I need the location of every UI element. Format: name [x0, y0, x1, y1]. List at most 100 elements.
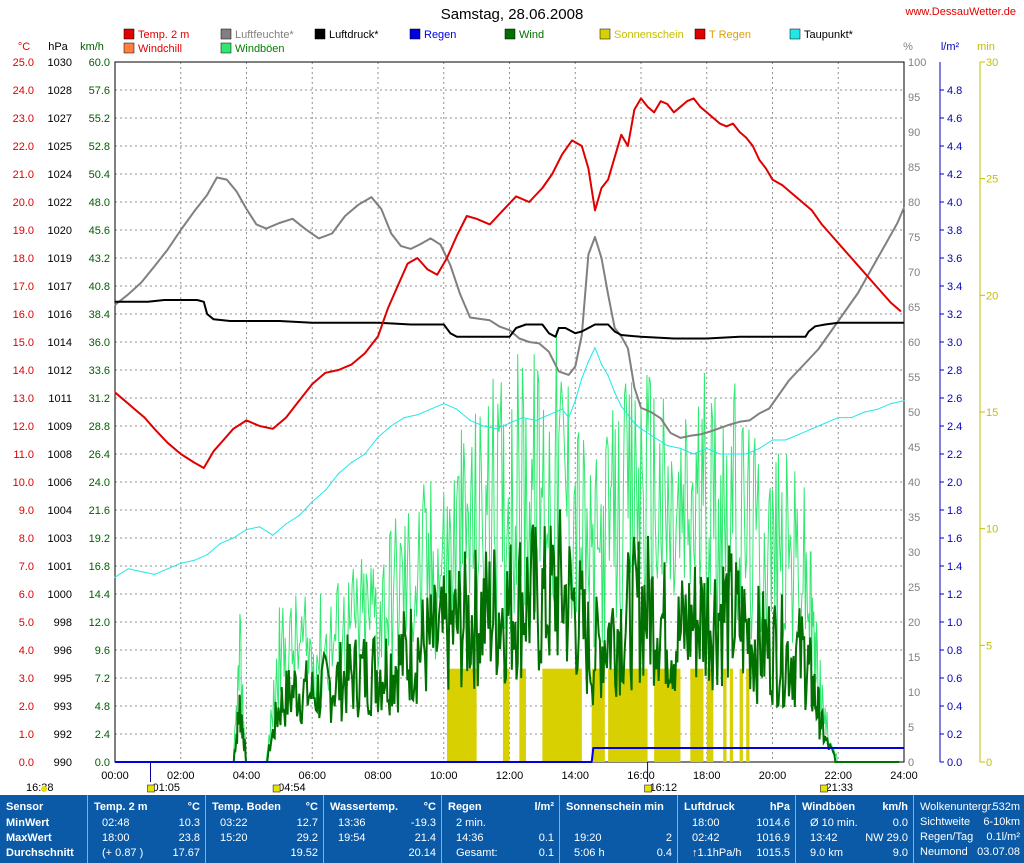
data-point — [666, 445, 668, 447]
series-line-regen — [115, 747, 904, 763]
data-point — [607, 375, 609, 377]
data-point — [508, 336, 511, 338]
stats-temp-time-1: 18:00 — [102, 832, 130, 844]
rain-tick-label: 0.2 — [947, 729, 962, 741]
data-point — [719, 427, 721, 429]
time-marker-label: 21:33 — [825, 782, 853, 794]
stats-temp-time-0: 02:48 — [102, 817, 130, 829]
data-point — [558, 327, 560, 329]
data-point — [420, 243, 422, 245]
time-marker-icon — [644, 784, 652, 793]
pressure-tick-label: 1009 — [48, 421, 72, 433]
data-point — [817, 348, 820, 350]
humidity-tick-label: 45 — [908, 442, 920, 454]
data-point — [180, 229, 182, 231]
data-point — [229, 320, 231, 322]
pressure-tick-label: 1028 — [48, 85, 72, 97]
data-point — [449, 332, 451, 334]
data-point — [522, 417, 524, 419]
wind-tick-label: 40.8 — [89, 281, 110, 293]
data-point — [114, 576, 116, 578]
pressure-tick-label: 1004 — [48, 505, 72, 517]
data-point — [614, 391, 616, 393]
data-point — [706, 447, 708, 449]
data-point — [765, 167, 767, 169]
stats-regen-time-2: Gesamt: — [456, 847, 498, 859]
data-point — [206, 194, 208, 196]
stats-header-wasser: Wassertemp. °C — [330, 801, 436, 813]
wind-tick-label: 9.6 — [95, 645, 110, 657]
rain-tick-label: 3.4 — [947, 281, 962, 293]
data-point — [443, 403, 445, 405]
pressure-tick-label: 1027 — [48, 113, 72, 125]
data-point — [739, 336, 741, 338]
data-point — [673, 111, 675, 113]
temp-tick-label: 5.0 — [19, 617, 34, 629]
data-point — [561, 408, 563, 410]
data-point — [614, 327, 616, 329]
sun-tick-label: 5 — [986, 640, 992, 652]
data-point — [410, 323, 412, 326]
pressure-tick-label: 1024 — [48, 169, 72, 181]
pressure-tick-label: 1017 — [48, 281, 72, 293]
data-point — [180, 453, 182, 455]
legend-swatch — [789, 28, 801, 40]
stats-boden-time-0: 03:22 — [220, 817, 248, 829]
data-point — [390, 232, 392, 235]
data-point — [729, 424, 731, 426]
sun-bar — [706, 668, 714, 762]
data-point — [666, 103, 668, 105]
data-point — [798, 369, 800, 371]
sun-unit: min — [977, 41, 995, 53]
data-point — [124, 400, 126, 402]
wind-tick-label: 38.4 — [89, 309, 110, 321]
data-point — [650, 411, 652, 413]
sun-tick-label: 10 — [986, 524, 998, 536]
humidity-tick-label: 25 — [908, 582, 920, 594]
data-point — [541, 187, 543, 189]
time-marker-label: 01:05 — [153, 782, 181, 794]
data-point — [627, 145, 629, 147]
time-marker-icon — [272, 784, 281, 793]
rain-tick-label: 3.0 — [947, 337, 962, 349]
data-point — [272, 428, 274, 430]
sun-bar — [502, 668, 510, 762]
rain-tick-label: 3.8 — [947, 225, 962, 237]
data-point — [653, 436, 655, 438]
legend-label: Taupunkt* — [804, 29, 854, 41]
data-point — [140, 281, 142, 284]
data-point — [216, 176, 218, 179]
data-point — [679, 447, 682, 449]
humidity-tick-label: 40 — [908, 477, 920, 489]
data-point — [245, 529, 248, 531]
data-point — [518, 337, 520, 340]
data-point — [377, 322, 379, 324]
legend-label: Wind — [519, 29, 544, 41]
stats-extra-value-3: 03.07.08 — [977, 846, 1020, 858]
data-point — [712, 117, 714, 119]
data-point — [213, 450, 215, 452]
data-point — [236, 190, 238, 193]
data-point — [397, 285, 399, 287]
time-marker-label: 16:12 — [650, 782, 678, 794]
wind-tick-label: 19.2 — [89, 533, 110, 545]
wind-tick-label: 31.2 — [89, 393, 110, 405]
humidity-tick-label: 65 — [908, 302, 920, 314]
data-point — [344, 322, 346, 324]
stats-col-temp: Temp. 2 m °C 02:48 10.3 18:00 23.8 (+ 0.87 ) 17… — [88, 795, 204, 863]
stats-druck-time-2: ↑1.1hPa/h — [692, 847, 742, 859]
site-link[interactable]: www.DessauWetter.de — [905, 6, 1016, 18]
humidity-tick-label: 50 — [908, 407, 920, 419]
data-point — [568, 374, 570, 376]
data-point — [758, 447, 760, 449]
data-point — [840, 246, 843, 248]
data-point — [725, 125, 728, 127]
data-point — [206, 313, 208, 315]
data-point — [515, 327, 517, 329]
stats-boeen-value-2: 9.0 — [892, 847, 908, 859]
legend-swatch — [504, 28, 516, 40]
data-point — [285, 523, 287, 525]
data-point — [591, 761, 593, 763]
stats-druck-value-0: 1014.6 — [756, 817, 790, 829]
data-point — [525, 323, 527, 326]
